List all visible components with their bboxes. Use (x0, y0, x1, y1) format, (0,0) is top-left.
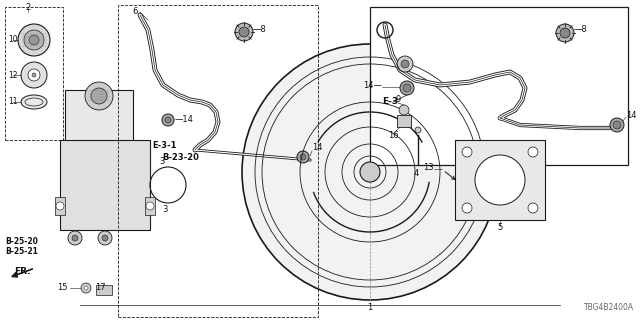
Text: 12: 12 (8, 70, 17, 79)
Circle shape (560, 28, 570, 38)
Text: —14: —14 (175, 116, 194, 124)
Bar (145, 197, 155, 215)
Circle shape (397, 56, 413, 72)
Text: FR.: FR. (13, 268, 30, 276)
Text: 3: 3 (163, 205, 168, 214)
Circle shape (28, 69, 40, 81)
Text: 16: 16 (388, 132, 398, 140)
Circle shape (300, 154, 306, 160)
Circle shape (32, 73, 36, 77)
Text: 14—: 14— (363, 81, 382, 90)
Circle shape (528, 203, 538, 213)
Bar (96, 285, 112, 295)
Circle shape (528, 147, 538, 157)
Text: 17: 17 (95, 284, 106, 292)
Circle shape (610, 118, 624, 132)
Circle shape (102, 235, 108, 241)
Circle shape (462, 147, 472, 157)
Circle shape (56, 202, 64, 210)
Circle shape (462, 203, 472, 213)
Text: B-25-20: B-25-20 (5, 237, 38, 246)
Text: 13: 13 (424, 164, 434, 172)
Circle shape (475, 155, 525, 205)
Circle shape (239, 27, 249, 37)
Text: —8: —8 (574, 26, 588, 35)
Text: 9: 9 (396, 95, 401, 105)
Circle shape (72, 235, 78, 241)
Circle shape (415, 127, 421, 133)
Bar (455, 140, 545, 220)
Text: E-3-1: E-3-1 (152, 140, 177, 149)
Circle shape (98, 231, 112, 245)
Circle shape (84, 286, 88, 290)
Bar (118, 5, 318, 317)
Text: —8: —8 (253, 25, 267, 34)
Bar (55, 197, 65, 215)
Text: 6: 6 (132, 7, 138, 17)
Circle shape (403, 84, 411, 92)
Bar (60, 140, 150, 230)
Circle shape (399, 105, 409, 115)
Circle shape (85, 82, 113, 110)
Text: 10: 10 (8, 36, 18, 44)
Text: 1: 1 (367, 303, 372, 313)
Text: 4: 4 (413, 169, 419, 178)
Circle shape (165, 117, 171, 123)
Circle shape (24, 30, 44, 50)
Circle shape (18, 24, 50, 56)
Circle shape (360, 162, 380, 182)
Text: E-3: E-3 (382, 98, 398, 107)
Text: 3: 3 (159, 156, 164, 165)
Bar (370, 7, 628, 165)
Text: 2: 2 (26, 3, 31, 12)
Text: B-25-21: B-25-21 (5, 247, 38, 257)
Text: 14: 14 (312, 143, 323, 153)
Text: TBG4B2400A: TBG4B2400A (584, 303, 634, 313)
Text: 15: 15 (58, 284, 68, 292)
Ellipse shape (21, 95, 47, 109)
Circle shape (242, 44, 498, 300)
Bar (397, 115, 411, 127)
Circle shape (68, 231, 82, 245)
Circle shape (81, 283, 91, 293)
Circle shape (146, 202, 154, 210)
Circle shape (400, 81, 414, 95)
Text: 14: 14 (626, 110, 637, 119)
Text: 7: 7 (487, 154, 493, 163)
Circle shape (297, 151, 309, 163)
Bar (5, 7, 63, 140)
Circle shape (21, 62, 47, 88)
Circle shape (162, 114, 174, 126)
Circle shape (29, 35, 39, 45)
Circle shape (613, 121, 621, 129)
Text: 11: 11 (8, 98, 17, 107)
Circle shape (556, 24, 574, 42)
Bar (65, 90, 133, 145)
Circle shape (401, 60, 409, 68)
Circle shape (91, 88, 107, 104)
Text: 5: 5 (497, 223, 502, 233)
Circle shape (235, 23, 253, 41)
Text: B-23-20: B-23-20 (162, 153, 199, 162)
